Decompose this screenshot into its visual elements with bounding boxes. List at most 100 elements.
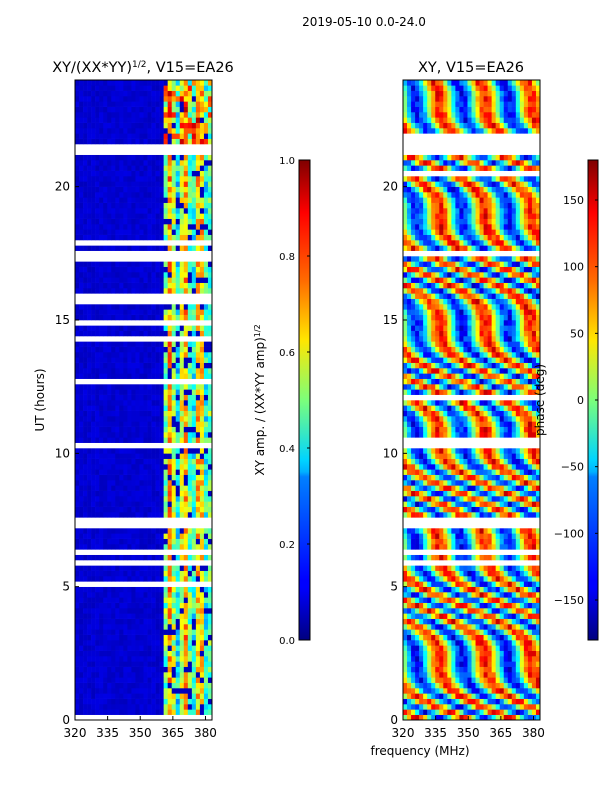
heatmap-cell [187,352,193,358]
heatmap-cell [83,629,88,635]
x-tick-label: 350 [129,726,152,740]
heatmap-cell [207,501,213,507]
heatmap-cell [159,309,164,315]
heatmap-cell [135,645,140,651]
heatmap-cell [83,229,88,235]
heatmap-cell [191,544,197,550]
heatmap-cell [147,192,152,198]
heatmap-cell [87,645,92,651]
heatmap-cell [131,538,136,545]
heatmap-cell [143,464,148,470]
heatmap-cell [199,666,205,673]
heatmap-cell [171,512,177,518]
heatmap-cell [183,330,189,337]
heatmap-cell [443,581,448,587]
heatmap-cell [103,101,108,107]
heatmap-cell [111,426,116,433]
heatmap-cell [99,272,104,278]
heatmap-cell [151,224,156,230]
heatmap-cell [171,624,177,630]
heatmap-cell [179,592,185,598]
heatmap-cell [519,544,525,550]
heatmap-cell [75,400,80,406]
heatmap-cell [147,565,152,571]
heatmap-cell [483,533,488,539]
heatmap-cell [119,218,124,225]
heatmap-cell [515,554,521,561]
heatmap-cell [135,314,140,321]
heatmap-cell [447,480,452,486]
heatmap-cell [527,629,533,635]
heatmap-cell [103,330,108,337]
heatmap-cell [507,512,513,518]
heatmap-cell [423,613,428,619]
heatmap-cell [475,480,480,486]
heatmap-cell [75,176,80,182]
heatmap-cell [139,202,144,209]
heatmap-cell [83,309,88,315]
heatmap-cell [187,314,193,321]
heatmap-cell [167,405,173,411]
heatmap-cell [183,234,189,241]
heatmap-cell [91,288,96,294]
heatmap-cell [91,704,96,710]
heatmap-cell [427,501,432,507]
heatmap-cell [139,106,144,113]
heatmap-cell [171,698,177,705]
heatmap-cell [147,650,152,657]
heatmap-cell [91,133,96,139]
heatmap-cell [179,528,185,534]
heatmap-cell [119,656,124,662]
heatmap-cell [515,597,521,603]
heatmap-cell [155,218,160,225]
heatmap-cell [187,373,193,379]
heatmap-cell [203,618,209,625]
heatmap-cell [107,704,112,710]
heatmap-cell [159,112,164,118]
heatmap-cell [459,640,464,646]
heatmap-cell [75,181,80,187]
heatmap-cell [107,384,112,390]
heatmap-cell [175,469,181,475]
heatmap-cell [179,288,185,294]
heatmap-cell [143,245,148,251]
heatmap-cell [99,245,104,251]
heatmap-cell [127,362,132,369]
heatmap-cell [415,474,420,481]
heatmap-cell [191,464,197,470]
heatmap-cell [91,618,96,625]
heatmap-cell [403,618,408,625]
heatmap-cell [167,448,173,454]
heatmap-cell [143,85,148,91]
heatmap-cell [75,304,80,310]
heatmap-cell [95,405,100,411]
heatmap-cell [159,624,164,630]
heatmap-cell [151,282,156,289]
heatmap-cell [195,650,201,657]
heatmap-cell [187,416,193,422]
heatmap-cell [443,666,448,673]
heatmap-cell [431,480,436,486]
heatmap-cell [167,394,173,401]
heatmap-cell [507,698,513,705]
heatmap-cell [159,288,164,294]
heatmap-cell [183,592,189,598]
heatmap-cell [91,245,96,251]
heatmap-cell [151,480,156,486]
heatmap-cell [107,688,112,694]
heatmap-cell [503,629,509,635]
heatmap-cell [195,608,201,614]
heatmap-cell [195,362,201,369]
heatmap-cell [419,650,424,657]
heatmap-cell [175,208,181,214]
heatmap-cell [187,384,193,390]
heatmap-cell [203,480,209,486]
heatmap-cell [123,117,128,123]
heatmap-cell [191,629,197,635]
heatmap-cell [187,490,193,497]
heatmap-cell [95,458,100,465]
heatmap-cell [487,501,492,507]
heatmap-cell [107,106,112,113]
heatmap-cell [127,421,132,427]
heatmap-cell [83,101,88,107]
